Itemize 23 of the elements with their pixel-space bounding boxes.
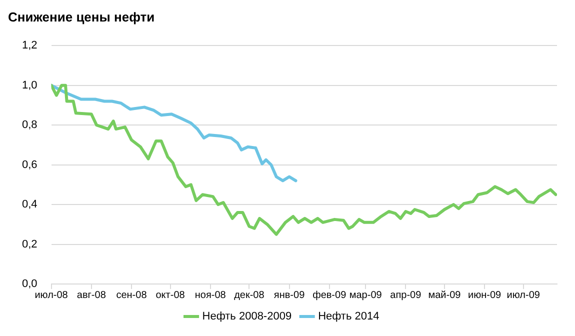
y-tick-label: 1,2 <box>22 40 38 52</box>
x-tick-label: июл-09 <box>506 290 540 301</box>
x-tick-label: ноя-08 <box>194 290 226 301</box>
x-tick-label: авг-08 <box>76 290 106 301</box>
x-tick-label: мар-09 <box>349 290 382 301</box>
y-tick-label: 0,6 <box>22 158 38 171</box>
y-tick-label: 0,8 <box>22 119 38 132</box>
x-tick-label: окт-08 <box>156 290 186 301</box>
x-tick-label: фев-09 <box>312 290 347 301</box>
x-tick-label: дек-08 <box>234 290 265 301</box>
y-tick-label: 0,4 <box>22 198 38 211</box>
chart-title: Снижение цены нефти <box>8 9 155 24</box>
y-tick-label: 0,2 <box>22 238 38 250</box>
x-tick-label: июн-09 <box>468 290 502 301</box>
x-tick-label: июл-08 <box>34 290 68 301</box>
legend-label: Нефть 2014 <box>318 310 380 323</box>
x-tick-label: апр-09 <box>390 290 422 301</box>
x-tick-label: май-09 <box>428 290 462 301</box>
x-tick-label: сен-08 <box>116 290 148 301</box>
y-tick-label: 0,0 <box>22 278 38 290</box>
x-tick-label: янв-09 <box>274 290 306 301</box>
legend-label: Нефть 2008-2009 <box>202 310 292 323</box>
y-tick-label: 1,0 <box>22 79 38 92</box>
